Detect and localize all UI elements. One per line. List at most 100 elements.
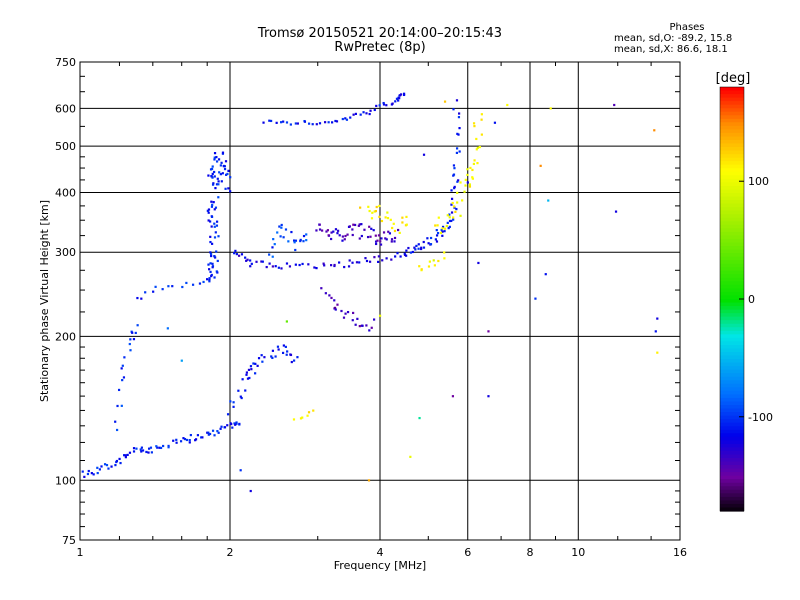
echo-point <box>448 225 451 228</box>
colorbar-segment <box>720 475 744 480</box>
echo-point <box>352 113 355 116</box>
echo-point <box>210 242 214 245</box>
echo-point <box>221 151 225 154</box>
echo-point <box>441 230 444 233</box>
echo-point <box>227 169 230 172</box>
echo-point <box>376 239 379 242</box>
echo-point <box>418 265 421 268</box>
echo-point <box>158 446 161 449</box>
colorbar-segment <box>720 129 744 134</box>
echo-point <box>107 467 110 470</box>
echo-point <box>207 433 210 436</box>
echo-point <box>175 441 178 444</box>
echo-point <box>179 440 183 443</box>
echo-point <box>244 389 247 392</box>
colorbar-segment <box>720 118 744 123</box>
colorbar-segment <box>720 408 744 413</box>
x-tick-label: 2 <box>227 546 234 559</box>
colorbar-segment <box>720 260 744 265</box>
echo-point <box>207 219 210 222</box>
echo-point <box>245 259 248 262</box>
echo-point <box>411 250 414 254</box>
colorbar-segment <box>720 171 744 176</box>
echo-point <box>333 299 336 302</box>
echo-point <box>459 214 462 217</box>
echo-point <box>349 116 352 119</box>
echo-point <box>136 296 139 300</box>
echo-point <box>454 210 457 213</box>
colorbar-segment <box>720 440 744 445</box>
echo-point <box>368 260 372 263</box>
echo-point <box>475 148 478 151</box>
phase-stats: Phases mean, sd,O: -89.2, 15.8 mean, sd,… <box>607 22 787 55</box>
echo-point <box>120 367 123 370</box>
echo-point <box>211 183 215 186</box>
colorbar-segment <box>720 267 744 272</box>
echo-point <box>119 461 122 465</box>
echo-point <box>272 238 275 241</box>
echo-point <box>305 233 308 236</box>
echo-point <box>306 414 309 417</box>
echo-point <box>208 268 211 271</box>
echo-point <box>342 316 346 319</box>
echo-point <box>487 395 490 398</box>
echo-point <box>346 233 349 236</box>
echo-point <box>464 184 467 187</box>
echo-point <box>370 217 374 220</box>
echo-point <box>194 438 198 441</box>
echo-point <box>330 296 333 300</box>
phase-stats-o: mean, sd,O: -89.2, 15.8 <box>614 33 733 44</box>
y-tick-label: 400 <box>55 186 76 199</box>
echo-point <box>301 262 304 266</box>
echo-point <box>351 233 354 237</box>
colorbar-segment <box>720 337 744 342</box>
echo-point <box>356 317 359 320</box>
echo-point <box>280 226 283 229</box>
echo-point <box>240 253 244 256</box>
echo-point <box>307 411 311 414</box>
echo-point <box>145 450 148 454</box>
colorbar-segment <box>720 175 744 180</box>
echo-point <box>368 225 371 228</box>
echo-point <box>313 266 316 269</box>
echo-point <box>466 168 469 171</box>
echo-point <box>434 224 437 227</box>
echo-point <box>468 183 471 186</box>
colorbar-unit-label: [deg] <box>716 71 751 86</box>
echo-point <box>478 145 481 149</box>
echo-point <box>229 400 232 403</box>
echo-point <box>122 376 126 379</box>
colorbar-segment <box>720 132 744 138</box>
colorbar: 100 0 -100 [deg] <box>716 71 773 512</box>
echo-point <box>215 250 218 253</box>
echo-point <box>210 200 213 203</box>
echo-point <box>213 276 216 279</box>
echo-point <box>377 260 380 263</box>
echo-point <box>244 256 247 259</box>
echo-point <box>378 204 381 208</box>
echo-point <box>232 401 235 404</box>
echo-point <box>653 129 656 132</box>
echo-point <box>294 239 298 242</box>
echo-point <box>453 206 456 209</box>
echo-point <box>249 265 252 268</box>
echo-point <box>354 223 357 227</box>
echo-point <box>209 262 212 265</box>
echo-point <box>260 260 263 263</box>
echo-point <box>100 465 103 468</box>
echo-point <box>469 166 472 170</box>
echo-point <box>388 232 392 235</box>
echo-point <box>318 223 321 226</box>
echo-point <box>280 121 283 124</box>
colorbar-segment <box>720 97 744 102</box>
echo-point <box>286 350 289 353</box>
echo-point <box>232 405 235 408</box>
echo-point <box>301 416 304 419</box>
colorbar-segment <box>720 277 744 282</box>
colorbar-segment <box>720 465 744 470</box>
echo-point <box>226 413 230 416</box>
echo-point <box>366 235 370 239</box>
echo-point <box>377 234 381 237</box>
echo-point <box>213 170 216 174</box>
echo-point <box>405 249 408 252</box>
